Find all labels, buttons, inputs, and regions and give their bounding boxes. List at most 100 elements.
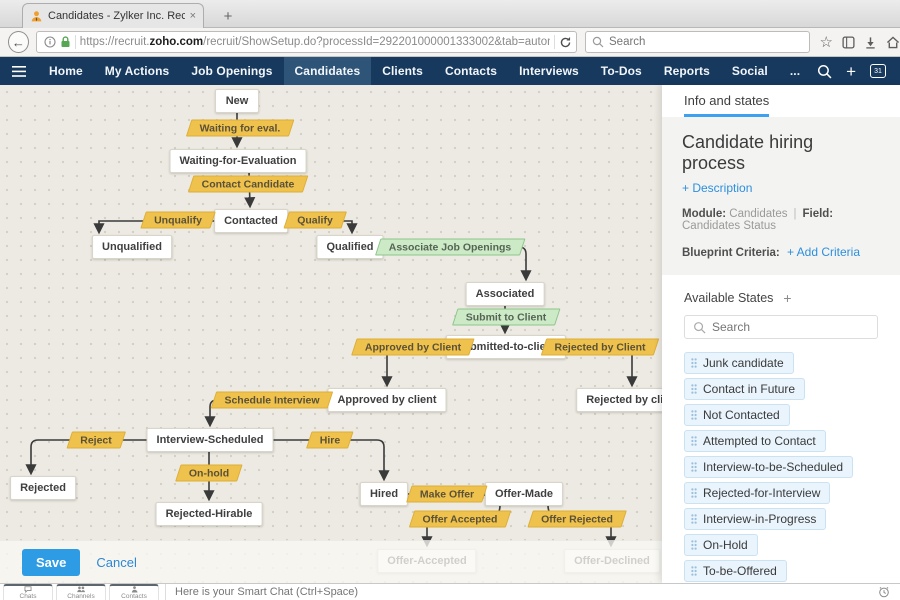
chat-tab-contacts[interactable]: Contacts [109, 584, 159, 600]
state-node-associated[interactable]: Associated [465, 282, 545, 306]
state-chip-to-be-offered[interactable]: To-be-Offered [684, 560, 787, 582]
url-separator [554, 35, 556, 49]
navbar-search-icon[interactable] [817, 64, 832, 79]
drag-handle-icon[interactable] [691, 462, 697, 472]
back-button[interactable]: ← [8, 31, 29, 53]
nav-item-contacts[interactable]: Contacts [444, 64, 498, 78]
blueprint-canvas[interactable]: New Waiting-for-Evaluation Contacted Unq… [0, 85, 662, 583]
state-chip-rejected-for-interview[interactable]: Rejected-for-Interview [684, 482, 831, 504]
transition-offer-accepted[interactable]: Offer Accepted [408, 510, 512, 528]
nav-item-social[interactable]: Social [731, 64, 768, 78]
state-node-interview-scheduled[interactable]: Interview-Scheduled [146, 428, 274, 452]
search-icon [694, 321, 706, 333]
state-node-rejected-hirable[interactable]: Rejected-Hirable [155, 502, 263, 526]
drag-handle-icon[interactable] [691, 566, 697, 576]
bookmarks-sidebar-icon[interactable] [842, 35, 855, 49]
available-states-list: Junk candidate Contact in Future Not Con… [684, 352, 878, 583]
calendar-icon[interactable]: 31 [870, 64, 886, 78]
states-search-input[interactable] [712, 320, 869, 334]
reminder-area[interactable] [878, 584, 900, 600]
nav-item-home[interactable]: Home [49, 64, 83, 78]
transition-on-hold[interactable]: On-hold [175, 464, 243, 482]
nav-item-my-actions[interactable]: My Actions [104, 64, 170, 78]
nav-item-to-dos[interactable]: To-Dos [600, 64, 642, 78]
state-node-rejected[interactable]: Rejected [10, 476, 76, 500]
drag-handle-icon[interactable] [691, 384, 697, 394]
state-chip-interview-in-progress[interactable]: Interview-in-Progress [684, 508, 827, 530]
navbar-add-icon[interactable]: + [846, 61, 856, 81]
url-field[interactable]: https://recruit.zoho.com/recruit/ShowSet… [35, 31, 578, 53]
nav-item-reports[interactable]: Reports [663, 64, 710, 78]
state-node-new[interactable]: New [215, 89, 259, 113]
drag-handle-icon[interactable] [691, 514, 697, 524]
info-icon[interactable] [44, 36, 56, 48]
state-chip-not-contacted[interactable]: Not Contacted [684, 404, 790, 426]
home-icon[interactable] [886, 35, 900, 49]
channels-icon [77, 586, 86, 593]
nav-item-clients[interactable]: Clients [382, 64, 423, 78]
chat-divider [165, 584, 166, 600]
transition-offer-rejected[interactable]: Offer Rejected [527, 510, 627, 528]
cancel-button[interactable]: Cancel [96, 554, 137, 570]
chat-tab-channels[interactable]: Channels [56, 584, 106, 600]
smart-chat-input[interactable] [175, 586, 878, 598]
transition-waiting-for-eval[interactable]: Waiting for eval. [185, 119, 295, 137]
state-node-offer-made[interactable]: Offer-Made [484, 482, 564, 506]
transition-associate-job-openings[interactable]: Associate Job Openings [374, 238, 526, 256]
nav-item-candidates[interactable]: Candidates [283, 57, 372, 85]
transition-unqualify[interactable]: Unqualify [140, 211, 216, 229]
chats-icon [24, 586, 32, 593]
state-chip-contact-in-future[interactable]: Contact in Future [684, 378, 806, 400]
state-chip-on-hold[interactable]: On-Hold [684, 534, 758, 556]
back-icon: ← [11, 34, 25, 50]
tab-info-and-states[interactable]: Info and states [684, 93, 770, 117]
save-button[interactable]: Save [22, 548, 81, 576]
add-description-link[interactable]: + Description [682, 181, 753, 195]
state-node-qualified[interactable]: Qualified [316, 235, 384, 259]
state-chip-attempted-to-contact[interactable]: Attempted to Contact [684, 430, 826, 452]
drag-handle-icon[interactable] [691, 540, 697, 550]
nav-item-more[interactable]: ... [789, 64, 801, 78]
transition-qualify[interactable]: Qualify [283, 211, 347, 229]
process-info-block: Candidate hiring process + Description M… [662, 117, 900, 275]
nav-item-interviews[interactable]: Interviews [519, 64, 579, 78]
state-node-rejected-by-client[interactable]: Rejected by client [576, 388, 662, 412]
browser-search[interactable] [585, 31, 810, 53]
tab-title: Candidates - Zylker Inc. Recr [48, 10, 185, 22]
browser-tabbar: Candidates - Zylker Inc. Recr × + [0, 0, 900, 28]
drag-handle-icon[interactable] [691, 436, 697, 446]
reload-icon[interactable] [559, 36, 572, 49]
nav-item-job-openings[interactable]: Job Openings [191, 64, 273, 78]
transition-make-offer[interactable]: Make Offer [406, 485, 488, 503]
transition-rejected-by-client[interactable]: Rejected by Client [540, 338, 660, 356]
state-node-contacted[interactable]: Contacted [214, 209, 288, 233]
browser-tab[interactable]: Candidates - Zylker Inc. Recr × [22, 3, 204, 28]
transition-approved-by-client[interactable]: Approved by Client [351, 338, 475, 356]
module-field-line: Module: Candidates | Field: Candidates Sta… [682, 208, 834, 232]
state-node-hired[interactable]: Hired [359, 482, 409, 506]
transition-submit-to-client[interactable]: Submit to Client [451, 308, 561, 326]
add-state-button[interactable]: + [783, 290, 792, 306]
states-search[interactable] [684, 315, 878, 339]
transition-contact-candidate[interactable]: Contact Candidate [187, 175, 309, 193]
state-node-approved-by-client[interactable]: Approved by client [327, 388, 447, 412]
smart-chat-input-wrap[interactable] [166, 584, 878, 600]
transition-schedule-interview[interactable]: Schedule Interview [210, 391, 334, 409]
drag-handle-icon[interactable] [691, 410, 697, 420]
hamburger-menu[interactable] [0, 65, 38, 77]
bookmark-star-icon[interactable]: ☆ [819, 34, 833, 51]
browser-search-input[interactable] [609, 36, 803, 48]
state-node-unqualified[interactable]: Unqualified [92, 235, 172, 259]
transition-reject[interactable]: Reject [66, 431, 126, 449]
state-chip-interview-to-be-scheduled[interactable]: Interview-to-be-Scheduled [684, 456, 854, 478]
drag-handle-icon[interactable] [691, 488, 697, 498]
chat-tab-chats[interactable]: Chats [3, 584, 53, 600]
tab-close-icon[interactable]: × [189, 10, 196, 22]
state-chip-junk-candidate[interactable]: Junk candidate [684, 352, 794, 374]
drag-handle-icon[interactable] [691, 358, 697, 368]
state-node-waiting-for-evaluation[interactable]: Waiting-for-Evaluation [169, 149, 307, 173]
new-tab-button[interactable]: + [223, 8, 233, 25]
downloads-icon[interactable] [864, 36, 877, 49]
add-criteria-link[interactable]: + Add Criteria [786, 245, 861, 259]
transition-hire[interactable]: Hire [306, 431, 354, 449]
